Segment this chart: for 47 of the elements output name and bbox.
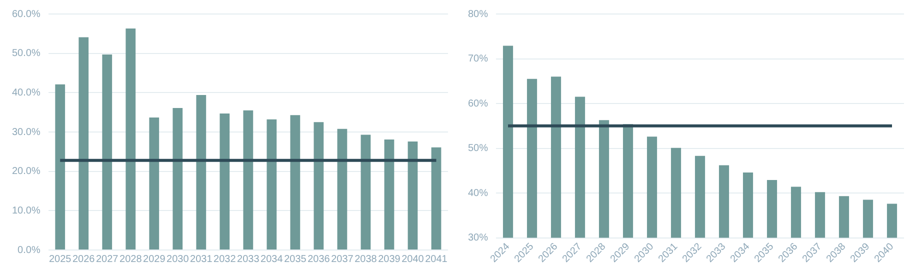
x-tick-label: 2031 <box>190 254 213 265</box>
bar <box>172 108 183 250</box>
x-tick-label: 2028 <box>120 254 142 265</box>
x-tick-label: 2032 <box>214 254 236 265</box>
y-tick-label: 60% <box>468 98 488 110</box>
y-tick-label: 50% <box>468 143 488 154</box>
x-tick-label: 2027 <box>96 254 119 265</box>
bar <box>431 147 442 250</box>
bar <box>314 122 324 250</box>
bar <box>196 95 206 250</box>
y-tick-label: 70% <box>468 54 488 65</box>
x-tick-label: 2038 <box>354 254 378 265</box>
x-tick-label: 2034 <box>260 254 284 265</box>
bar <box>149 117 160 250</box>
bar <box>360 134 371 250</box>
y-tick-label: 30.0% <box>12 126 40 138</box>
bar <box>337 128 348 250</box>
y-tick-label: 20.0% <box>12 166 40 178</box>
y-tick-label: 60.0% <box>12 8 40 20</box>
x-tick-label: 2025 <box>48 254 72 265</box>
x-tick-label: 2040 <box>402 254 424 265</box>
y-tick-label: 10.0% <box>12 205 40 216</box>
x-tick-label: 2026 <box>72 254 96 265</box>
x-tick-label: 2030 <box>166 254 190 265</box>
bar <box>290 115 300 250</box>
bar <box>220 114 230 250</box>
x-tick-label: 2039 <box>378 254 401 265</box>
y-tick-label: 40% <box>468 188 488 199</box>
bar <box>408 141 418 250</box>
y-tick-label: 30% <box>468 232 488 244</box>
bar <box>102 54 112 250</box>
y-tick-label: 50.0% <box>12 48 40 60</box>
bar <box>243 110 254 250</box>
x-tick-label: 2035 <box>284 254 307 265</box>
bar <box>384 139 394 250</box>
x-tick-label: 2033 <box>237 254 260 265</box>
bar <box>266 119 277 250</box>
y-tick-label: 40.0% <box>12 87 40 98</box>
bar <box>55 84 66 250</box>
x-tick-label: 2036 <box>308 254 330 265</box>
x-tick-label: 2041 <box>425 254 448 265</box>
y-tick-label: 80% <box>468 8 488 20</box>
bar <box>126 28 136 250</box>
bar <box>78 37 89 250</box>
y-tick-label: 0.0% <box>18 244 40 256</box>
x-tick-label: 2029 <box>143 254 166 265</box>
x-tick-label: 2037 <box>331 254 354 265</box>
